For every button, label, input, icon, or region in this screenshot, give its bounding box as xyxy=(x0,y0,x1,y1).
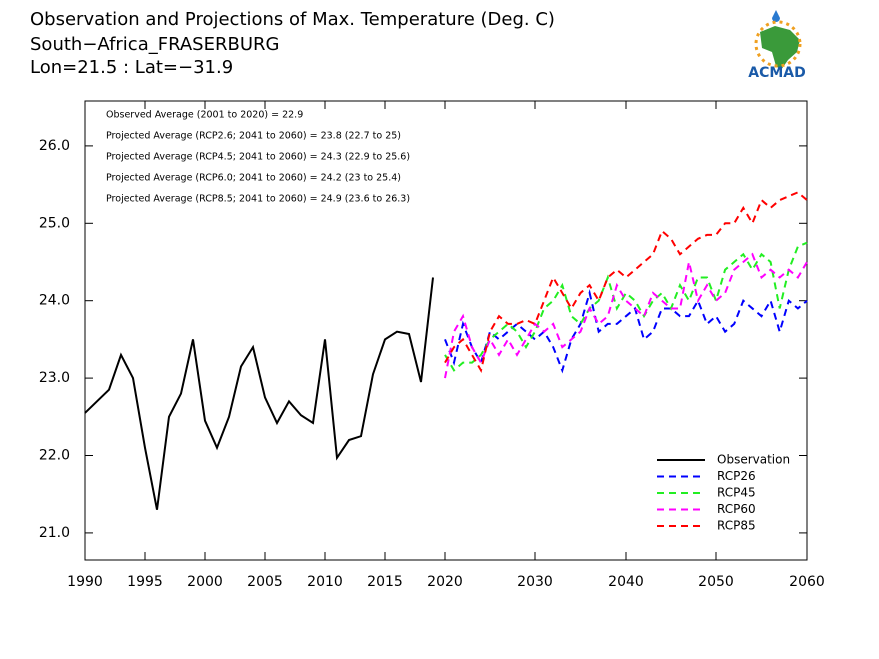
chart-title: Observation and Projections of Max. Temp… xyxy=(30,9,555,30)
x-tick-label: 2015 xyxy=(367,574,403,590)
legend-label: RCP45 xyxy=(717,486,756,500)
logo-drop xyxy=(772,10,780,22)
legend-label: RCP26 xyxy=(717,469,756,483)
y-tick-label: 23.0 xyxy=(39,370,70,386)
series-line xyxy=(444,252,808,379)
x-tick-label: 2010 xyxy=(307,574,343,590)
series-line xyxy=(444,289,808,374)
x-tick-label: 2050 xyxy=(698,574,734,590)
annotation: Projected Average (RCP2.6; 2041 to 2060)… xyxy=(106,131,401,142)
x-tick-label: 2030 xyxy=(517,574,553,590)
x-tick-label: 2020 xyxy=(427,574,463,590)
annotation: Projected Average (RCP8.5; 2041 to 2060)… xyxy=(106,194,410,205)
x-tick-label: 1995 xyxy=(127,574,163,590)
legend-label: RCP60 xyxy=(717,502,756,516)
y-tick-label: 21.0 xyxy=(39,525,70,541)
location: Lon=21.5 : Lat=−31.9 xyxy=(30,57,233,78)
logo: ACMAD xyxy=(748,10,806,81)
plot-frame xyxy=(84,100,808,561)
x-tick-label: 2060 xyxy=(789,574,825,590)
annotation: Projected Average (RCP4.5; 2041 to 2060)… xyxy=(106,152,410,163)
y-tick-label: 25.0 xyxy=(39,215,70,231)
annotation: Observed Average (2001 to 2020) = 22.9 xyxy=(106,110,303,121)
legend-label: Observation xyxy=(717,453,790,467)
series-line xyxy=(84,277,434,510)
logo-text: ACMAD xyxy=(748,65,806,81)
annotation: Projected Average (RCP6.0; 2041 to 2060)… xyxy=(106,173,401,184)
chart-subtitle: South−Africa_FRASERBURG xyxy=(30,34,279,55)
y-tick-label: 22.0 xyxy=(39,448,70,464)
x-tick-label: 1990 xyxy=(67,574,103,590)
y-tick-label: 26.0 xyxy=(39,138,70,154)
y-tick-label: 24.0 xyxy=(39,293,70,309)
legend-label: RCP85 xyxy=(717,519,756,533)
logo-map xyxy=(760,26,800,70)
x-tick-label: 2040 xyxy=(608,574,644,590)
logo-ring xyxy=(754,20,802,68)
x-tick-label: 2005 xyxy=(247,574,283,590)
series-line xyxy=(444,241,808,372)
x-tick-label: 2000 xyxy=(187,574,223,590)
